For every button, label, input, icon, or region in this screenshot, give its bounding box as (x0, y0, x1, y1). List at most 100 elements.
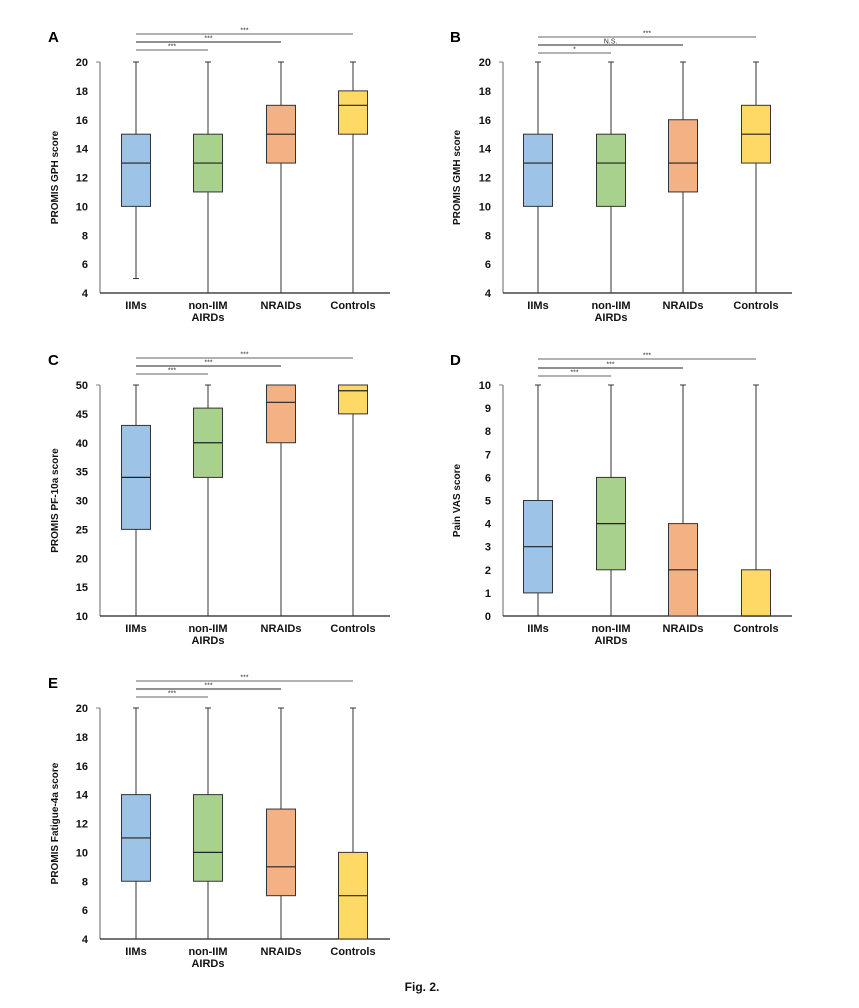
box-controls (338, 707, 368, 940)
x-category-label: non-IIM (591, 623, 630, 635)
x-category-label: NRAIDs (261, 623, 302, 635)
box-iims (523, 384, 553, 616)
y-tick-label: 10 (479, 201, 491, 213)
box-iqr (121, 133, 151, 207)
significance-label: * (573, 47, 576, 54)
y-tick-label: 18 (76, 86, 88, 98)
x-category-label: non-IIM (188, 300, 227, 312)
x-category-label: IIMs (125, 946, 146, 958)
significance-label: *** (204, 36, 212, 43)
y-tick-label: 20 (76, 703, 88, 715)
box-non-iim-airds (193, 384, 223, 616)
significance-label: *** (606, 362, 614, 369)
y-axis-label: PROMIS GPH score (50, 130, 61, 224)
y-tick-label: 20 (76, 553, 88, 565)
y-tick-label: 8 (485, 426, 491, 438)
box-non-iim-airds (596, 384, 626, 616)
y-tick-label: 4 (82, 934, 89, 946)
box-iqr (193, 794, 223, 882)
box-controls (338, 61, 368, 293)
y-tick-label: 45 (76, 409, 88, 421)
y-tick-label: 14 (76, 144, 89, 156)
panel-b: B PROMIS GMH score 4 6 8 10 12 14 16 18 20 IIMs non-… (450, 29, 792, 324)
y-tick-label: 18 (479, 86, 491, 98)
figure-caption: Fig. 2. (405, 980, 440, 994)
significance-label: *** (240, 352, 248, 359)
box-iqr (266, 384, 296, 444)
box-iqr (338, 90, 368, 135)
y-tick-label: 9 (485, 403, 491, 415)
x-category-label: NRAIDs (663, 300, 704, 312)
x-category-label: Controls (330, 300, 375, 312)
y-tick-label: 7 (485, 449, 491, 461)
box-iims (121, 384, 151, 616)
box-iqr (741, 569, 771, 617)
significance-label: *** (643, 31, 651, 38)
y-tick-label: 15 (76, 582, 88, 594)
y-tick-label: 4 (485, 519, 492, 531)
y-tick-label: 2 (485, 565, 491, 577)
panel-d: D Pain VAS score 0 1 2 3 4 5 6 7 8 9 10 IIMs non-IIMAI… (450, 352, 792, 647)
box-nraids (266, 61, 296, 293)
box-non-iim-airds (193, 61, 223, 293)
x-category-label: IIMs (527, 623, 548, 635)
box-controls (741, 61, 771, 293)
box-iqr (523, 133, 553, 207)
x-category-label: Controls (330, 623, 375, 635)
y-tick-label: 14 (479, 144, 492, 156)
y-tick-label: 5 (485, 496, 491, 508)
y-axis-label: PROMIS GMH score (452, 130, 463, 225)
y-axis-label: PROMIS PF-10a score (50, 448, 61, 553)
box-nraids (668, 61, 698, 293)
significance-label: *** (643, 353, 651, 360)
box-nraids (266, 707, 296, 939)
y-tick-label: 10 (76, 847, 88, 859)
y-tick-label: 6 (485, 472, 491, 484)
y-tick-label: 1 (485, 588, 491, 600)
y-tick-label: 10 (76, 611, 88, 623)
y-tick-label: 8 (82, 876, 88, 888)
box-controls (338, 384, 368, 616)
x-category-label: non-IIM (188, 946, 227, 958)
panel-letter: D (450, 352, 461, 369)
y-tick-label: 0 (485, 611, 491, 623)
box-nraids (266, 384, 296, 616)
box-iqr (266, 808, 296, 897)
panel-letter: C (48, 352, 59, 369)
significance-label: N.S. (604, 39, 618, 46)
box-iqr (338, 384, 368, 415)
y-tick-label: 10 (479, 380, 491, 392)
y-axis-label: Pain VAS score (452, 463, 463, 537)
box-iims (121, 707, 151, 939)
x-category-label: IIMs (527, 300, 548, 312)
panel-a: A PROMIS GPH score 4 6 8 10 12 14 16 18 20 IIMs non-… (48, 28, 390, 324)
significance-label: *** (204, 360, 212, 367)
panel-c: C PROMIS PF-10a score 10 15 20 25 30 35 40 45 50 II… (48, 352, 390, 647)
significance-label: *** (168, 44, 176, 51)
x-category-label: AIRDs (191, 312, 224, 324)
box-controls (741, 384, 771, 617)
significance-label: *** (570, 370, 578, 377)
x-category-label: Controls (330, 946, 375, 958)
y-tick-label: 8 (82, 230, 88, 242)
x-category-label: AIRDs (594, 312, 627, 324)
x-category-label: non-IIM (188, 623, 227, 635)
x-category-label: NRAIDs (261, 946, 302, 958)
y-tick-label: 12 (479, 173, 491, 185)
y-tick-label: 35 (76, 467, 88, 479)
panel-e: E PROMIS Fatigue-4a score 4 6 8 10 12 14 16 18 20 I… (48, 675, 390, 970)
y-tick-label: 20 (479, 57, 491, 69)
significance-label: *** (240, 675, 248, 682)
y-tick-label: 30 (76, 496, 88, 508)
y-tick-label: 10 (76, 201, 88, 213)
x-category-label: Controls (733, 623, 778, 635)
x-category-label: NRAIDs (663, 623, 704, 635)
y-tick-label: 12 (76, 819, 88, 831)
y-tick-label: 16 (76, 761, 88, 773)
y-tick-label: 40 (76, 438, 88, 450)
y-tick-label: 20 (76, 57, 88, 69)
significance-label: *** (204, 683, 212, 690)
box-iqr (596, 133, 626, 207)
y-tick-label: 8 (485, 230, 491, 242)
y-tick-label: 14 (76, 790, 89, 802)
